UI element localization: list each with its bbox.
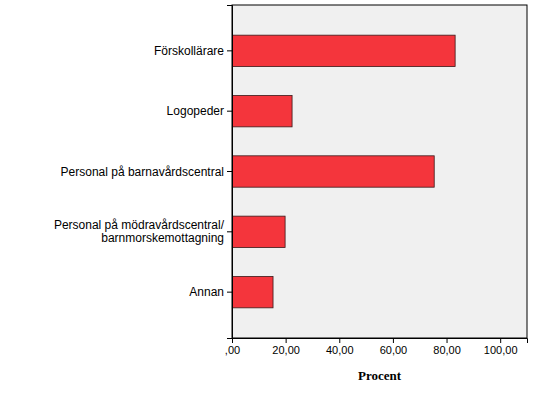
bar bbox=[232, 276, 273, 307]
x-tick-mark bbox=[393, 338, 394, 343]
y-tick-mark bbox=[227, 111, 232, 112]
y-tick-label: Förskollärare bbox=[154, 44, 224, 58]
bar bbox=[232, 35, 455, 66]
x-tick-mark bbox=[500, 338, 501, 343]
plot-frame bbox=[232, 5, 527, 338]
y-tick-mark bbox=[227, 292, 232, 293]
bar bbox=[232, 216, 285, 247]
x-tick: 100,00 bbox=[484, 338, 518, 356]
x-tick-label: 100,00 bbox=[484, 344, 518, 356]
plot: ,00 20,00 40,00 60,00 80,00 100,00 Förskollära… bbox=[54, 5, 528, 356]
y-tick-label: Annan bbox=[189, 285, 224, 299]
y-tick-mark bbox=[227, 171, 232, 172]
y-tick: Förskollärare bbox=[154, 44, 232, 58]
y-tick: Personal på mödravårdscentral/barnmorske… bbox=[54, 218, 232, 245]
chart: ,00 20,00 40,00 60,00 80,00 100,00 Förskollära… bbox=[0, 0, 534, 394]
y-tick-label-line: Förskollärare bbox=[154, 44, 224, 58]
y-tick-label: Logopeder bbox=[167, 104, 224, 118]
x-tick-label: 40,00 bbox=[326, 344, 354, 356]
bar bbox=[232, 95, 292, 126]
x-tick-label: 80,00 bbox=[433, 344, 461, 356]
y-tick-label: Personal på mödravårdscentral/barnmorske… bbox=[54, 218, 225, 245]
y-tick: Logopeder bbox=[167, 104, 232, 118]
x-axis-line bbox=[233, 339, 528, 344]
y-tick-mark bbox=[227, 50, 232, 51]
y-tick-label-line: Personal på mödravårdscentral/ bbox=[54, 218, 225, 232]
x-tick-label: ,00 bbox=[225, 344, 240, 356]
y-axis-line bbox=[227, 6, 233, 339]
y-tick-label-line: barnmorskemottagning bbox=[101, 231, 224, 245]
x-tick: 40,00 bbox=[326, 338, 354, 356]
y-tick-mark bbox=[227, 231, 232, 232]
x-tick: 20,00 bbox=[272, 338, 300, 356]
y-axis: Förskollärare Logopeder Personal på barnav… bbox=[54, 6, 233, 339]
x-tick-label: 20,00 bbox=[272, 344, 300, 356]
x-tick-mark bbox=[339, 338, 340, 343]
x-axis: ,00 20,00 40,00 60,00 80,00 100,00 bbox=[225, 338, 528, 356]
y-tick: Personal på barnavårdscentral bbox=[61, 165, 232, 179]
x-tick: 60,00 bbox=[380, 338, 408, 356]
y-tick: Annan bbox=[189, 285, 232, 299]
y-tick-label-line: Logopeder bbox=[167, 104, 224, 118]
x-tick-mark bbox=[447, 338, 448, 343]
bars bbox=[232, 35, 455, 308]
x-axis-title: Procent bbox=[358, 368, 402, 383]
y-tick-label: Personal på barnavårdscentral bbox=[61, 165, 224, 179]
x-tick: ,00 bbox=[225, 338, 240, 356]
y-tick-label-line: Annan bbox=[189, 285, 224, 299]
x-tick: 80,00 bbox=[433, 338, 461, 356]
bar bbox=[232, 156, 434, 187]
x-tick-mark bbox=[286, 338, 287, 343]
plot-background bbox=[232, 5, 527, 338]
x-tick-label: 60,00 bbox=[380, 344, 408, 356]
y-tick-label-line: Personal på barnavårdscentral bbox=[61, 165, 224, 179]
